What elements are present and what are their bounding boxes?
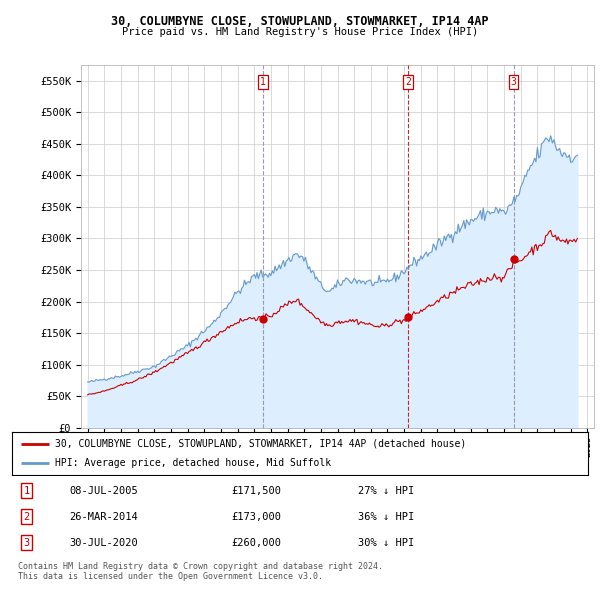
Text: 3: 3 [23, 538, 29, 548]
Text: 30% ↓ HPI: 30% ↓ HPI [358, 538, 414, 548]
Text: Price paid vs. HM Land Registry's House Price Index (HPI): Price paid vs. HM Land Registry's House … [122, 27, 478, 37]
Text: £260,000: £260,000 [231, 538, 281, 548]
Text: 26-MAR-2014: 26-MAR-2014 [70, 512, 139, 522]
Text: 1: 1 [23, 486, 29, 496]
Text: £171,500: £171,500 [231, 486, 281, 496]
Text: 27% ↓ HPI: 27% ↓ HPI [358, 486, 414, 496]
Text: 3: 3 [511, 77, 517, 87]
Text: HPI: Average price, detached house, Mid Suffolk: HPI: Average price, detached house, Mid … [55, 458, 331, 468]
Text: 30, COLUMBYNE CLOSE, STOWUPLAND, STOWMARKET, IP14 4AP (detached house): 30, COLUMBYNE CLOSE, STOWUPLAND, STOWMAR… [55, 439, 466, 449]
Text: 2: 2 [23, 512, 29, 522]
Text: 30-JUL-2020: 30-JUL-2020 [70, 538, 139, 548]
Text: Contains HM Land Registry data © Crown copyright and database right 2024.
This d: Contains HM Land Registry data © Crown c… [18, 562, 383, 581]
Text: 1: 1 [260, 77, 266, 87]
Text: 2: 2 [405, 77, 411, 87]
Text: 36% ↓ HPI: 36% ↓ HPI [358, 512, 414, 522]
Text: £173,000: £173,000 [231, 512, 281, 522]
Text: 30, COLUMBYNE CLOSE, STOWUPLAND, STOWMARKET, IP14 4AP: 30, COLUMBYNE CLOSE, STOWUPLAND, STOWMAR… [111, 15, 489, 28]
Text: 08-JUL-2005: 08-JUL-2005 [70, 486, 139, 496]
